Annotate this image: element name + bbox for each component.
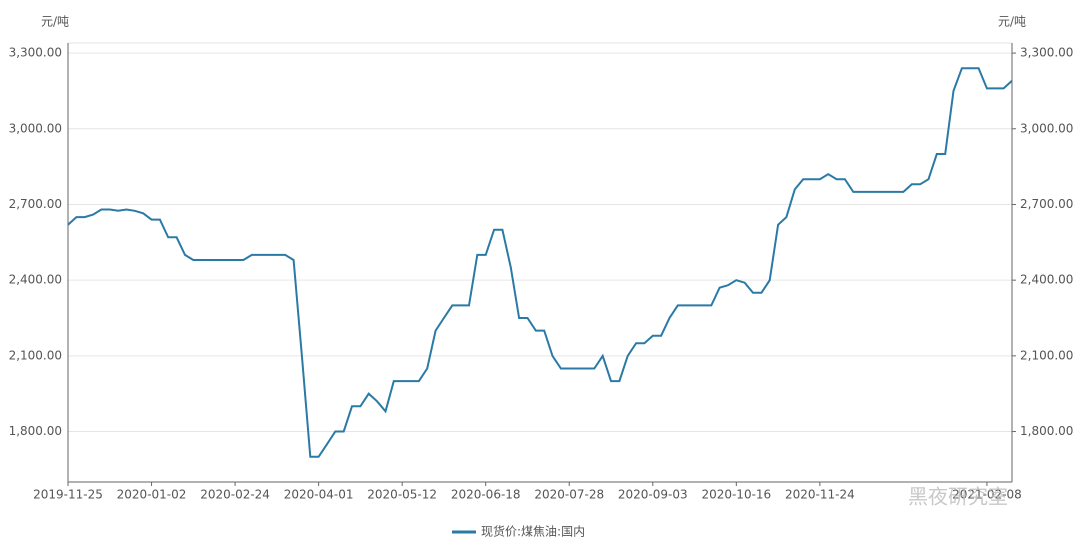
- y2-tick-label: 2,100.00: [1020, 348, 1073, 362]
- y-tick-label: 2,100.00: [9, 348, 62, 362]
- y-tick-label: 3,300.00: [9, 46, 62, 60]
- x-tick-label: 2020-07-28: [534, 488, 604, 502]
- x-tick-label: 2020-01-02: [117, 488, 187, 502]
- x-tick-label: 2020-10-16: [701, 488, 771, 502]
- y2-unit: 元/吨: [998, 15, 1026, 29]
- y-tick-label: 2,400.00: [9, 273, 62, 287]
- y-tick-label: 1,800.00: [9, 424, 62, 438]
- x-tick-label: 2020-05-12: [367, 488, 437, 502]
- x-tick-label: 2020-04-01: [284, 488, 354, 502]
- x-tick-label: 2020-02-24: [200, 488, 270, 502]
- y2-tick-label: 2,400.00: [1020, 273, 1073, 287]
- x-tick-label: 2021-02-08: [952, 488, 1022, 502]
- line-series: [67, 67, 1013, 458]
- x-tick-label: 2019-11-25: [33, 488, 103, 502]
- x-tick-label: 2020-09-03: [618, 488, 688, 502]
- x-tick-label: 2020-06-18: [451, 488, 521, 502]
- y2-tick-label: 2,700.00: [1020, 197, 1073, 211]
- y2-tick-label: 1,800.00: [1020, 424, 1073, 438]
- y-unit: 元/吨: [41, 15, 69, 29]
- x-tick-label: 2020-11-24: [785, 488, 855, 502]
- y2-tick-label: 3,300.00: [1020, 46, 1073, 60]
- legend-label: 现货价:煤焦油:国内: [481, 524, 585, 539]
- y-tick-label: 3,000.00: [9, 121, 62, 135]
- y2-tick-label: 3,000.00: [1020, 121, 1073, 135]
- watermark: 黑夜研究室: [908, 485, 1008, 509]
- y-tick-label: 2,700.00: [9, 197, 62, 211]
